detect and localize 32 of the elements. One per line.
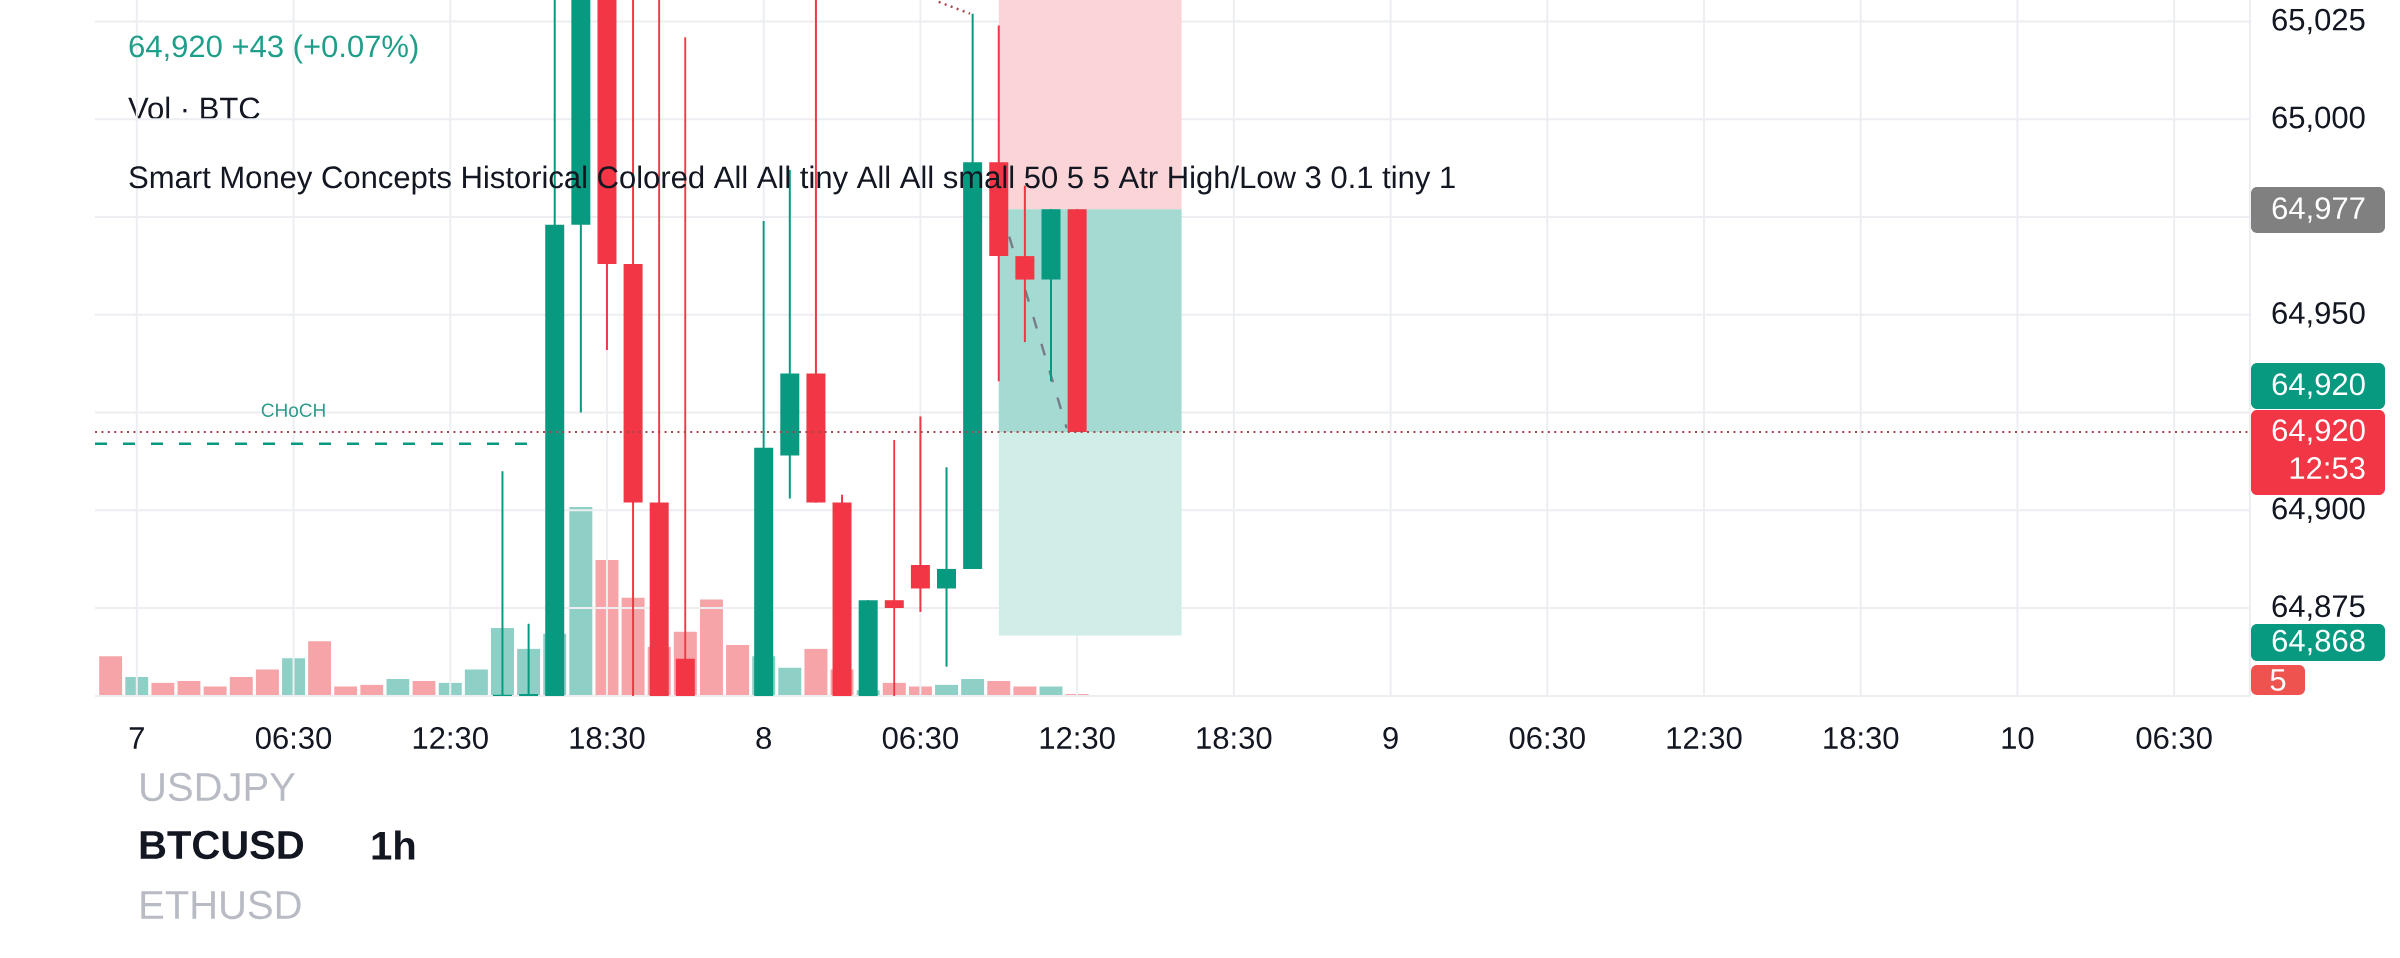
text: 64,920 — [2272, 373, 2365, 399]
x-tick-label: 06:30 — [882, 727, 958, 749]
x-tick-label: 06:30 — [1509, 727, 1585, 749]
y-tick-label: 64,900 — [2272, 497, 2365, 524]
x-tick-label: 18:30 — [1197, 727, 1272, 749]
text: BTCUSD — [140, 830, 304, 860]
y-tick-label: 65,025 — [2272, 8, 2365, 35]
x-tick-label: 18:30 — [1824, 727, 1899, 749]
x-tick-label: 06:30 — [255, 727, 332, 749]
x-tick-label: 12:30 — [1040, 727, 1115, 749]
x-tick-label: 8 — [756, 727, 771, 749]
x-tick-label: 7 — [129, 727, 144, 749]
ref-line-label: 64,920 — [2272, 419, 2365, 445]
text: ETHUSD — [141, 890, 301, 920]
text: 64,868 — [2272, 629, 2365, 656]
y-tick-label: 64,875 — [2272, 595, 2365, 621]
annotation: CHoCH — [261, 403, 325, 417]
text: 5 — [2270, 669, 2286, 691]
x-tick-label: 9 — [1383, 727, 1398, 749]
text: USDJPY — [141, 772, 295, 802]
text: 64,920 +43 (+0.07%) — [129, 34, 418, 64]
y-tick-label: 65,000 — [2272, 106, 2365, 133]
x-tick-label: 12:30 — [413, 727, 488, 749]
x-tick-label: 10 — [2002, 727, 2034, 749]
text: 64,977 — [2272, 197, 2365, 223]
text: 1h — [372, 830, 415, 860]
x-tick-label: 18:30 — [570, 727, 645, 749]
y-tick-label: 64,950 — [2272, 301, 2365, 328]
text: 12:53 — [2290, 457, 2365, 480]
chart-title: Vol · BTC — [128, 96, 260, 120]
x-tick-label: 06:30 — [2136, 727, 2212, 749]
x-tick-label: 12:30 — [1667, 727, 1742, 749]
